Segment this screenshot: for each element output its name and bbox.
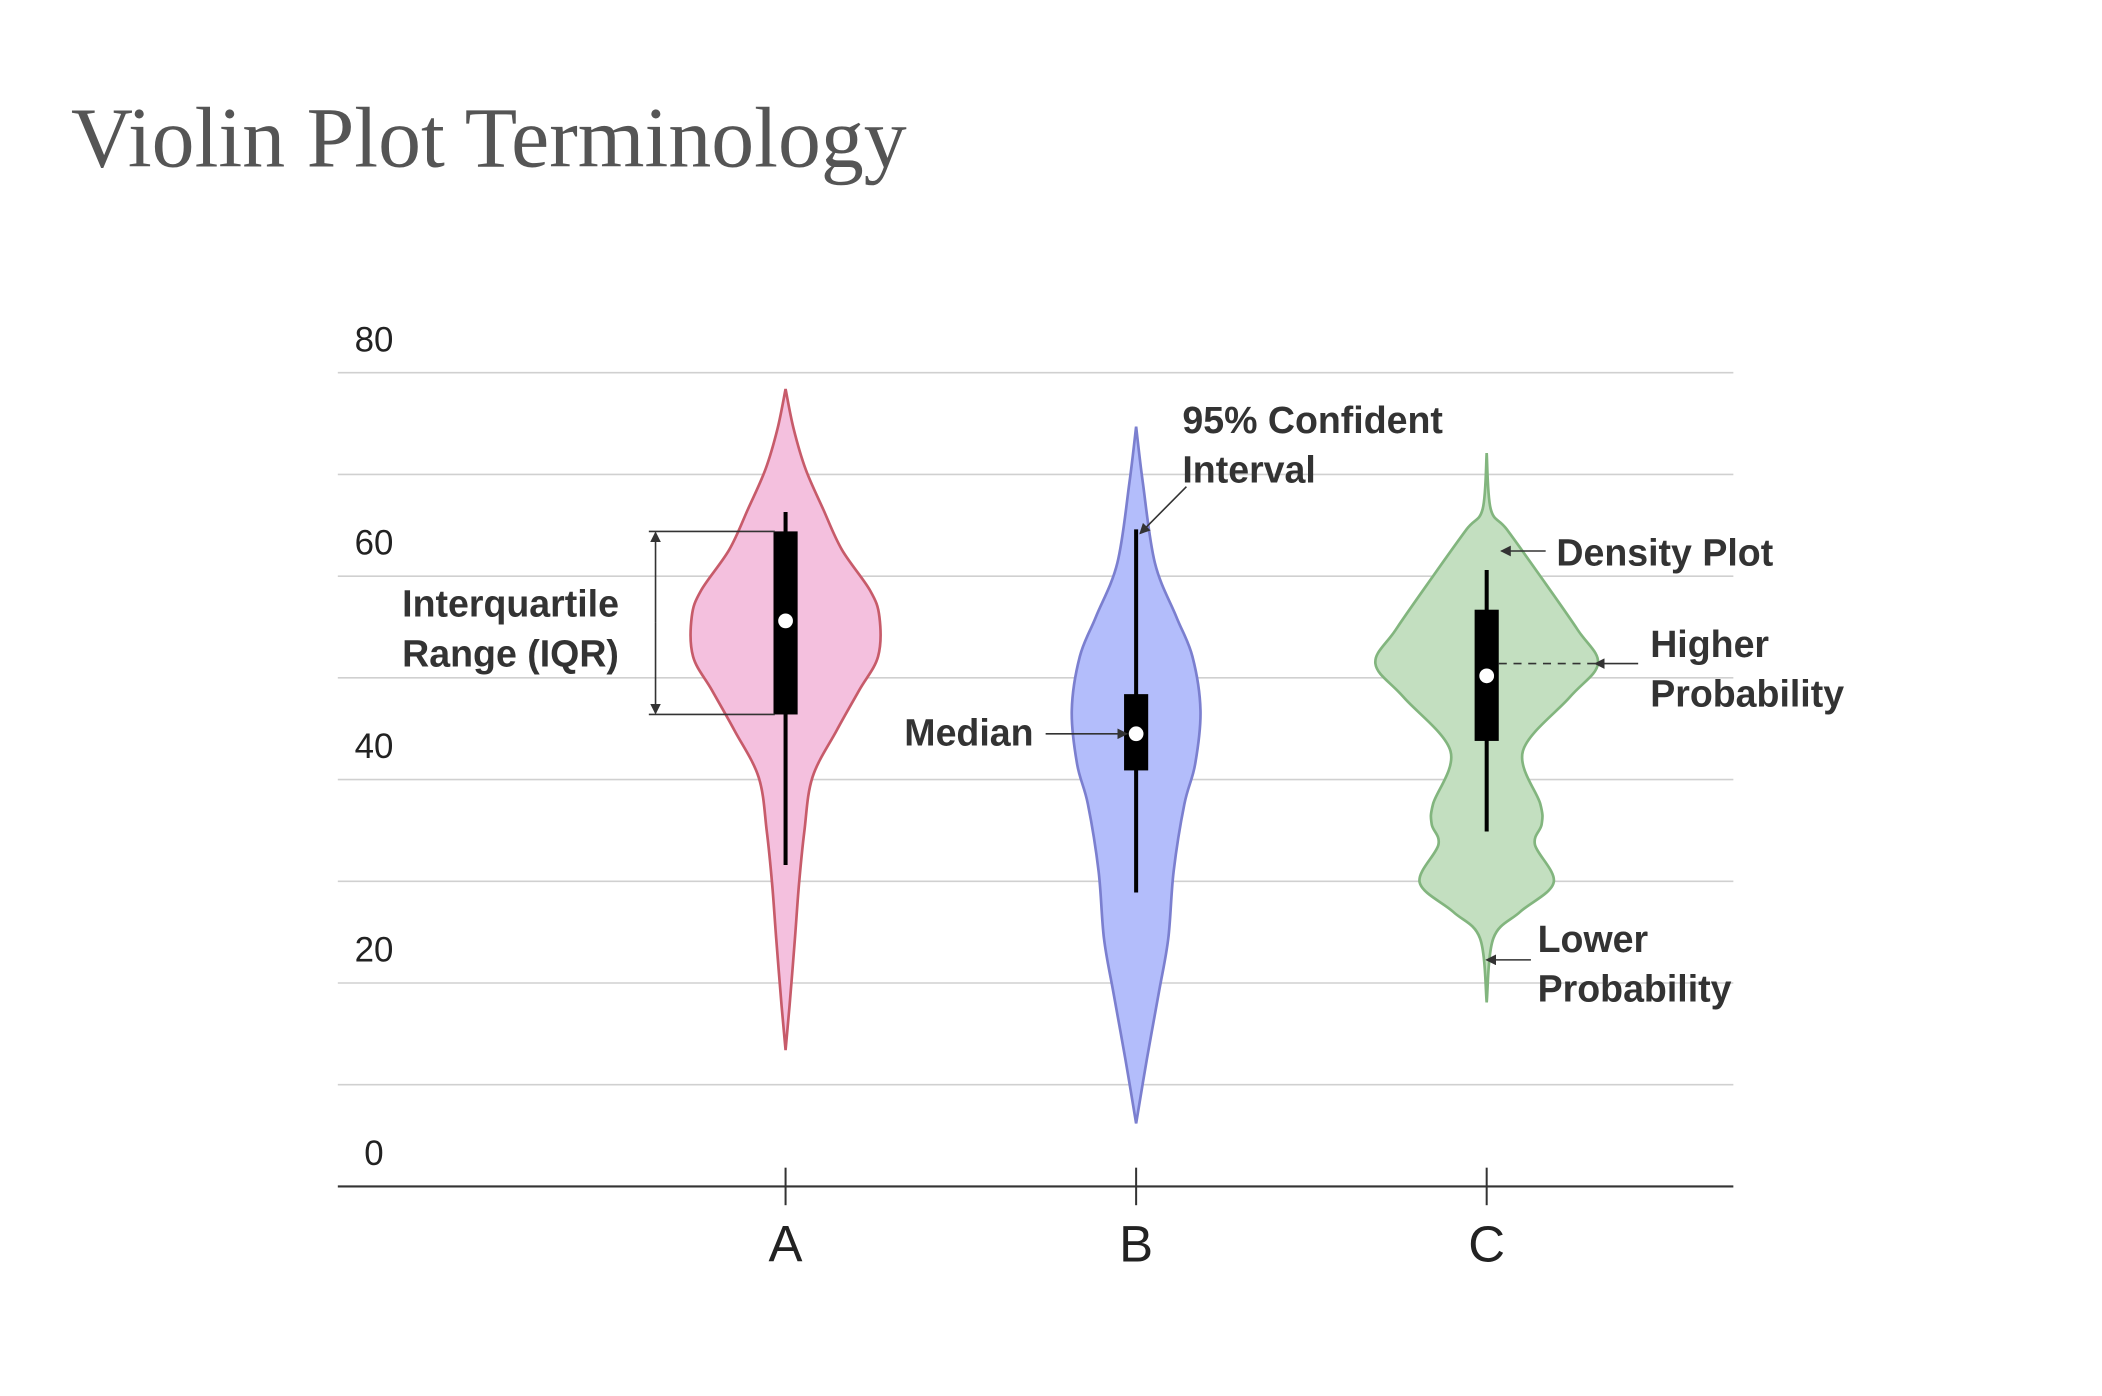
annotation-median: Median xyxy=(904,711,1033,753)
annotation-iqr: Range (IQR) xyxy=(402,632,619,674)
median-dot xyxy=(778,613,793,629)
annotation-lower: Probability xyxy=(1538,967,1732,1009)
y-tick-label: 0 xyxy=(364,1134,383,1173)
annotation-ci: Interval xyxy=(1182,449,1315,491)
annotation-ci: 95% Confident xyxy=(1182,399,1443,441)
y-tick-label: 40 xyxy=(355,727,394,766)
annotation-higher: Higher xyxy=(1650,623,1769,665)
x-tick-label: B xyxy=(1119,1216,1153,1273)
annotation-density: Density Plot xyxy=(1556,532,1773,574)
annotation-iqr: Interquartile xyxy=(402,583,619,625)
median-dot xyxy=(1479,668,1495,684)
annotation-higher: Probability xyxy=(1650,673,1844,715)
y-tick-label: 80 xyxy=(355,320,394,359)
chart-title: Violin Plot Terminology xyxy=(71,90,907,185)
annotation-lower: Lower xyxy=(1538,918,1649,960)
y-tick-label: 20 xyxy=(355,931,394,970)
median-dot xyxy=(1128,726,1144,742)
x-tick-label: A xyxy=(769,1216,803,1273)
ci-arrow xyxy=(1139,486,1187,535)
y-tick-label: 60 xyxy=(355,524,394,563)
x-tick-label: C xyxy=(1468,1216,1505,1273)
